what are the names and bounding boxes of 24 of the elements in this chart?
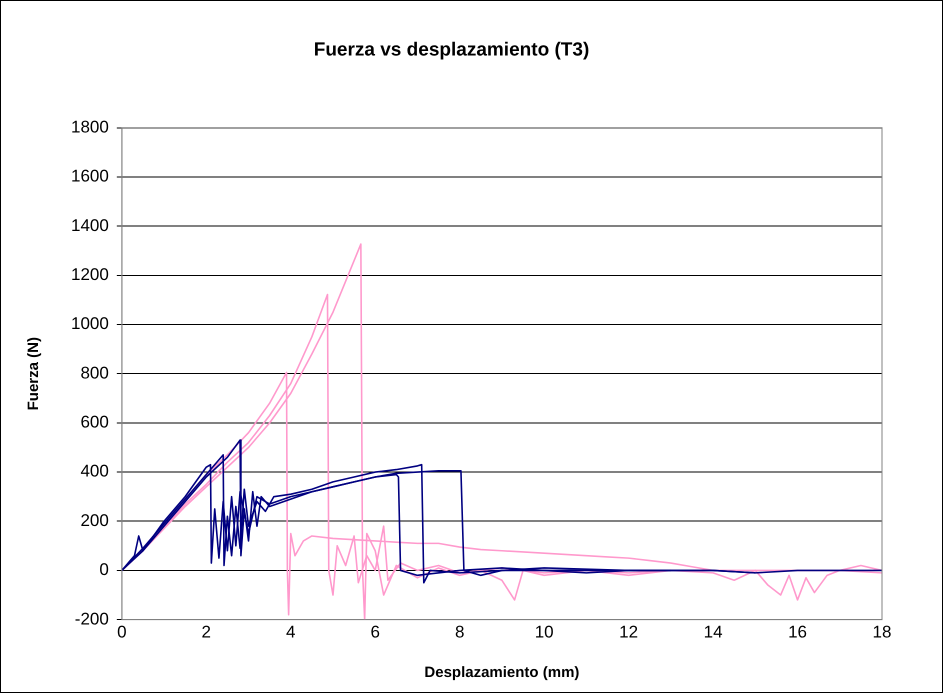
x-tick-label: 0 — [117, 622, 127, 642]
y-tick-label: 0 — [99, 560, 109, 580]
y-tick-label: 1600 — [70, 166, 109, 186]
y-tick-label: 200 — [80, 510, 109, 530]
y-tick-label: 1000 — [70, 314, 109, 334]
x-tick-label: 8 — [454, 622, 464, 642]
x-tick-label: 6 — [370, 622, 380, 642]
y-tick-label: 800 — [80, 363, 109, 382]
x-tick-label: 12 — [619, 622, 638, 642]
x-tick-label: 14 — [704, 622, 723, 642]
x-tick-label: 18 — [872, 622, 892, 642]
chart-title: Fuerza vs desplazamiento (T3) — [314, 40, 590, 61]
y-tick-label: 1200 — [70, 265, 109, 284]
x-tick-label: 10 — [534, 622, 554, 642]
y-tick-label: 600 — [80, 412, 109, 432]
x-axis-title: Desplazamiento (mm) — [424, 664, 580, 682]
x-tick-label: 2 — [202, 622, 212, 642]
x-tick-label: 16 — [788, 622, 807, 642]
y-tick-label: -200 — [74, 609, 109, 628]
y-axis-title: Fuerza (N) — [25, 337, 42, 410]
y-tick-label: 1400 — [70, 216, 109, 235]
y-tick-label: 400 — [80, 462, 109, 481]
y-tick-label: 1800 — [70, 117, 109, 136]
x-tick-label: 4 — [286, 622, 296, 642]
